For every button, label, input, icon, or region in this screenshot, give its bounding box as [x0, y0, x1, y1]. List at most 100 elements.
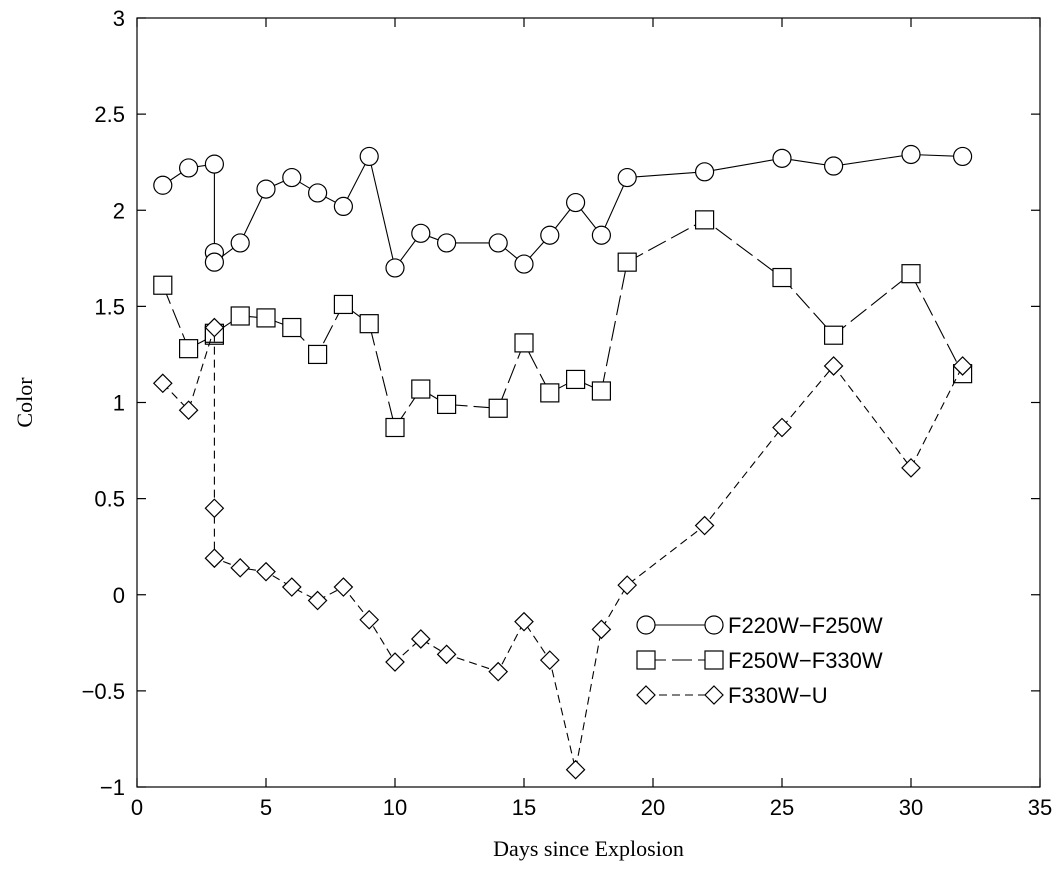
series-2-point	[488, 398, 508, 418]
series-1-point	[591, 225, 612, 245]
series-3-point	[204, 317, 225, 338]
series-1-point	[411, 223, 431, 243]
legend-marker	[704, 650, 724, 670]
series-1-point	[952, 146, 973, 167]
series-3-point	[333, 577, 354, 597]
series-3-point	[204, 498, 225, 519]
series-1	[153, 144, 973, 278]
series-3-point	[617, 575, 638, 595]
series-3-point	[565, 759, 586, 780]
series-3-point	[539, 650, 560, 670]
series-1-point	[204, 252, 224, 272]
series-1-point	[282, 167, 302, 188]
plot-frame	[136, 17, 1041, 788]
series-2-point	[565, 369, 586, 390]
series-3-point	[152, 373, 173, 394]
y-tick-label: 3	[113, 6, 125, 31]
x-tick-label: 10	[383, 795, 407, 820]
series-layer	[152, 144, 973, 780]
series-1-point	[772, 148, 792, 168]
series-2	[153, 210, 973, 438]
series-2-point	[694, 210, 715, 230]
series-2-line	[162, 219, 964, 429]
legend-marker	[704, 685, 724, 705]
series-2-point	[772, 267, 792, 288]
series-3-point	[436, 644, 457, 665]
series-1-point	[514, 254, 534, 274]
series-1-point	[540, 225, 560, 245]
series-1-point	[565, 192, 586, 213]
series-2-point	[514, 333, 534, 353]
legend-label: F220W−F250W	[728, 613, 883, 638]
legend: F220W−F250W F250W−F330W F330W−U	[636, 613, 883, 708]
series-2-point	[230, 306, 250, 326]
series-1-point	[385, 258, 405, 278]
y-axis-title: Color	[12, 377, 37, 428]
x-tick-label: 15	[512, 795, 536, 820]
y-tick-label: 2.5	[94, 102, 125, 127]
series-1-point	[204, 154, 224, 174]
y-tick-label: −1	[100, 775, 125, 800]
series-1-line	[162, 153, 963, 270]
x-tick-label: 0	[131, 795, 143, 820]
series-3-point	[256, 561, 276, 582]
x-tick-label: 25	[770, 795, 794, 820]
legend-marker	[636, 650, 656, 670]
series-2-point	[411, 379, 431, 399]
series-1-point	[488, 233, 508, 253]
series-3-point	[410, 629, 431, 649]
series-1-point	[901, 144, 921, 165]
legend-label: F330W−U	[728, 683, 828, 708]
x-axis-title: Days since Explosion	[493, 836, 684, 861]
series-2-point	[540, 383, 560, 403]
x-tick-label: 35	[1028, 795, 1052, 820]
series-3-point	[901, 458, 921, 478]
series-2-point	[333, 294, 353, 315]
series-3-point	[514, 611, 534, 632]
series-3-point	[823, 356, 844, 376]
series-2-point	[437, 394, 457, 415]
series-3-point	[230, 557, 251, 578]
series-1-point	[333, 196, 353, 217]
series-1-point	[359, 146, 379, 167]
series-2-point	[256, 308, 276, 328]
series-2-point	[617, 252, 637, 272]
series-1-point	[308, 183, 328, 203]
x-tick-label: 5	[260, 795, 272, 820]
series-3-point	[952, 356, 973, 376]
legend-marker	[636, 685, 656, 705]
series-2-point	[308, 344, 328, 365]
y-tick-label: −0.5	[82, 679, 125, 704]
series-3-point	[385, 652, 405, 672]
series-3-point	[204, 548, 225, 569]
series-1-point	[437, 233, 457, 253]
series-3-point	[591, 619, 612, 640]
series-2-point	[179, 339, 199, 359]
y-tick-label: 1	[113, 391, 125, 416]
axis-ticks: 0 5 10 15 20 25 30 35 −1 −0.5 0 0.5 1 1.5 2 2.5 3	[82, 6, 1053, 820]
series-1-point	[230, 233, 250, 253]
x-tick-label: 30	[899, 795, 923, 820]
series-3	[152, 317, 973, 780]
series-3-point	[307, 590, 328, 611]
series-2-point	[282, 317, 302, 338]
legend-label: F250W−F330W	[728, 648, 883, 673]
series-2-point	[823, 325, 844, 345]
series-3-point	[359, 609, 380, 630]
series-1-point	[617, 167, 637, 188]
y-tick-label: 0.5	[94, 487, 125, 512]
series-3-point	[772, 417, 792, 438]
series-2-point	[359, 314, 379, 334]
series-1-point	[823, 156, 844, 176]
y-tick-label: 2	[113, 198, 125, 223]
series-1-point	[153, 175, 173, 195]
series-2-point	[153, 275, 173, 295]
legend-marker	[636, 615, 656, 635]
x-tick-label: 20	[641, 795, 665, 820]
series-3-point	[178, 400, 199, 421]
series-3-point	[488, 661, 509, 682]
series-3-point	[694, 515, 715, 536]
legend-marker	[704, 615, 724, 635]
series-3-point	[281, 577, 302, 597]
